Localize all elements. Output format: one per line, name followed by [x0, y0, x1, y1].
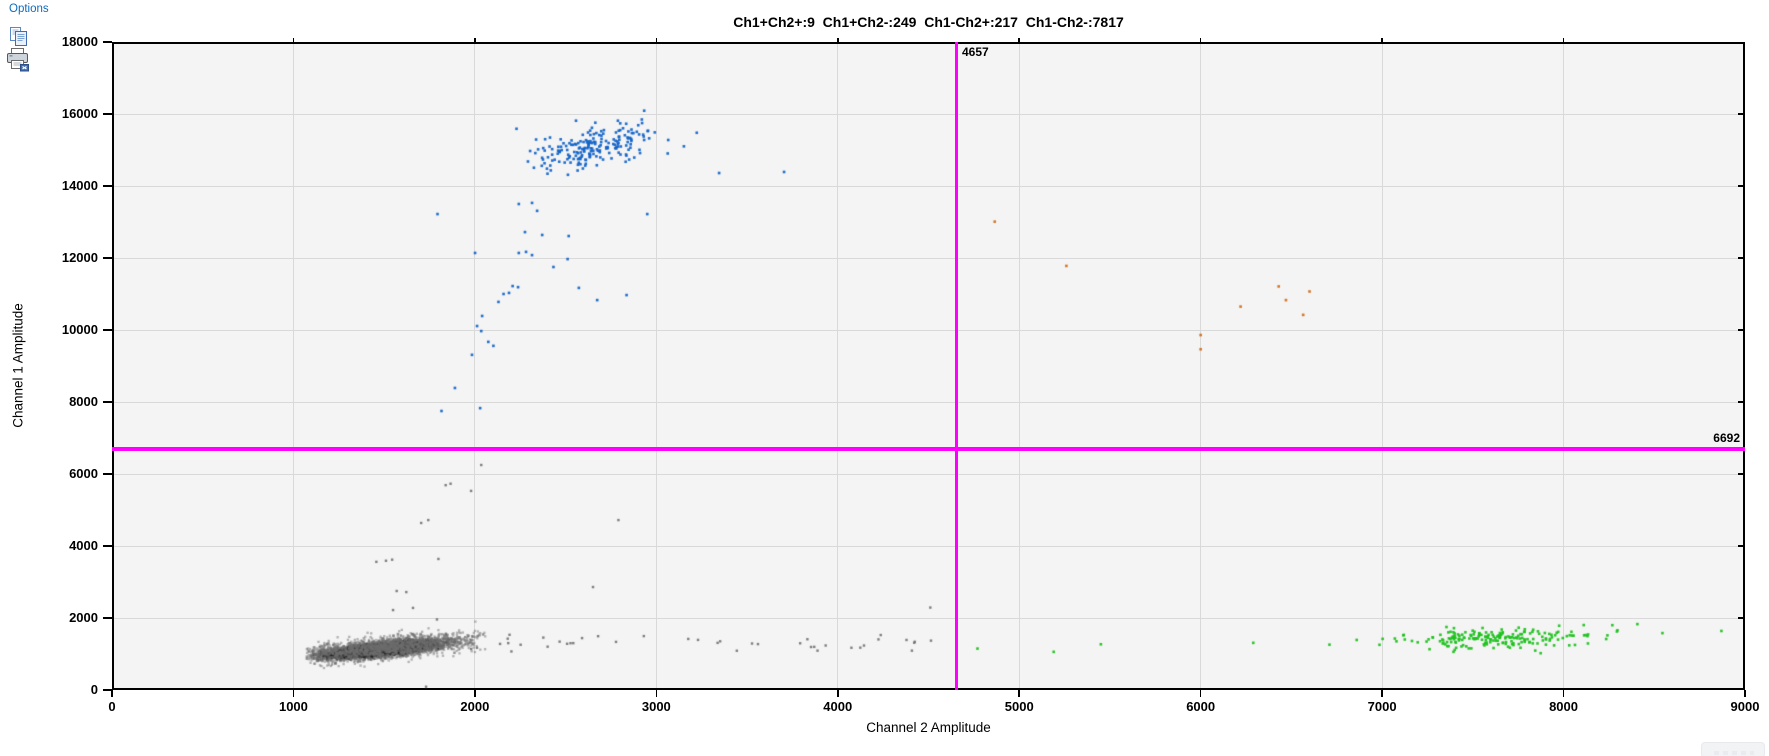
ch2-threshold-value: 4657 — [961, 45, 989, 59]
x-axis-title: Channel 2 Amplitude — [866, 720, 991, 735]
ch1-threshold-line[interactable] — [112, 447, 1745, 452]
ch1-threshold-value: 6692 — [1713, 431, 1740, 446]
ch2-threshold-line[interactable] — [955, 42, 959, 690]
watermark — [1701, 742, 1765, 756]
y-axis-title: Channel 1 Amplitude — [10, 303, 26, 428]
